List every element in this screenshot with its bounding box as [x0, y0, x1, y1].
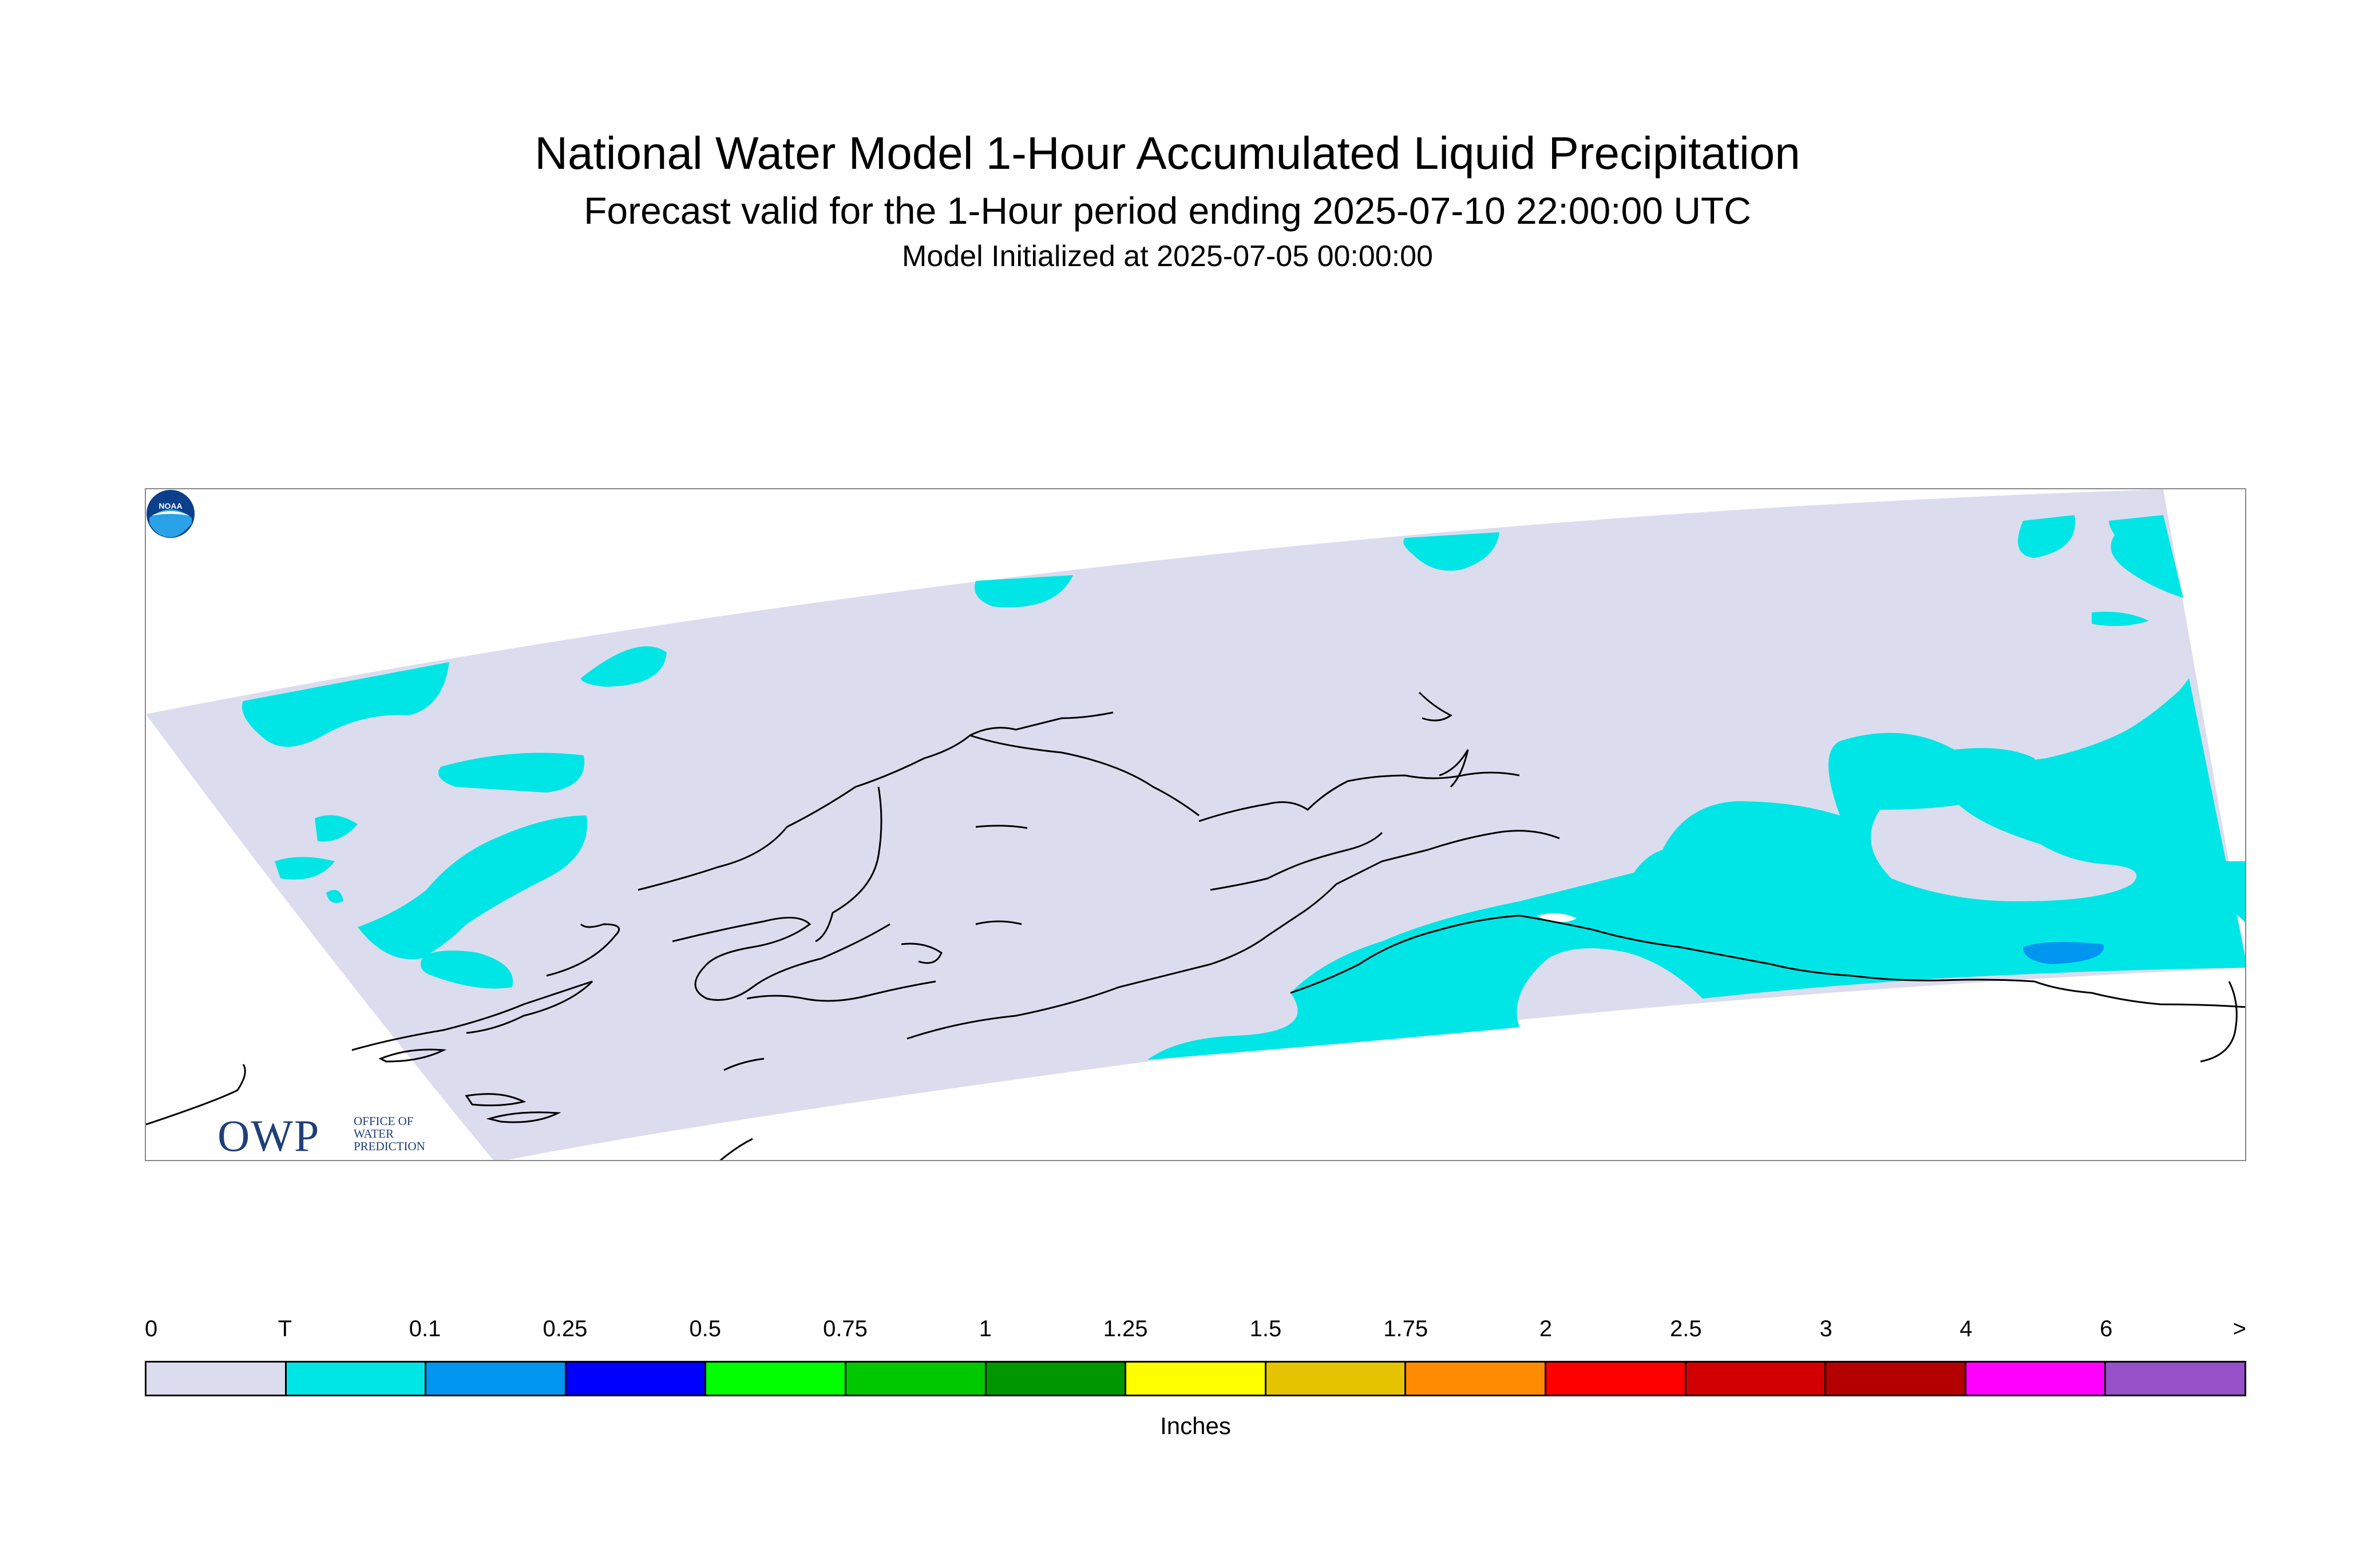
owp-logo: OWP OFFICE OF WATER PREDICTION [217, 1110, 425, 1161]
legend-color-cell [846, 1363, 987, 1395]
owp-logo-line: WATER [354, 1127, 394, 1141]
legend-tick-label: 3 [1819, 1316, 1832, 1341]
map-title: National Water Model 1-Hour Accumulated … [535, 128, 1800, 179]
light-precip-area [2023, 942, 2104, 964]
legend-color-cell [1686, 1363, 1827, 1395]
map-canvas [146, 489, 2245, 1160]
no-data-spot [1537, 913, 1577, 922]
legend-color-cell [286, 1363, 427, 1395]
legend-tick-label: 0.25 [543, 1316, 588, 1341]
legend-tick-label: > [2232, 1316, 2246, 1341]
owp-logo-line: PREDICTION [354, 1139, 425, 1153]
model-domain [146, 489, 2245, 1160]
noaa-logo: NOAA [147, 490, 195, 538]
legend-color-cell [426, 1363, 567, 1395]
legend-tick-label: 1 [979, 1316, 992, 1341]
coastlines [146, 691, 2245, 1160]
legend-tick-label: 1.25 [1103, 1316, 1148, 1341]
owp-logo-letters: OWP [217, 1111, 320, 1161]
legend-tick-label: 2.5 [1669, 1316, 1702, 1341]
legend-tick-label: T [278, 1316, 292, 1341]
model-init-time: Model Initialized at 2025-07-05 00:00:00 [902, 240, 1433, 273]
legend-tick-label: 1.75 [1383, 1316, 1428, 1341]
legend-color-cell [1126, 1363, 1266, 1395]
legend-color-cell [1266, 1363, 1407, 1395]
owp-logo-line: OFFICE OF [354, 1114, 414, 1128]
legend-tick-label: 1.5 [1249, 1316, 1282, 1341]
noaa-logo-text: NOAA [159, 501, 182, 510]
owp-logo-text: OFFICE OF WATER PREDICTION [354, 1115, 425, 1153]
legend-color-cell [1406, 1363, 1546, 1395]
legend-color-cell [1546, 1363, 1687, 1395]
legend-color-cell [2106, 1363, 2245, 1395]
legend-units: Inches [1160, 1412, 1231, 1439]
legend-tick-label: 0.75 [823, 1316, 868, 1341]
legend-color-cell [1826, 1363, 1966, 1395]
map-subtitle: Forecast valid for the 1-Hour period end… [584, 189, 1751, 232]
legend-color-cell [706, 1363, 846, 1395]
legend-color-cell [986, 1363, 1127, 1395]
legend-color-cell [566, 1363, 707, 1395]
legend-tick-label: 4 [1960, 1316, 1973, 1341]
legend-tick-label: 6 [2100, 1316, 2113, 1341]
legend-tick-label: 0.5 [689, 1316, 721, 1341]
legend-tick-label: 2 [1539, 1316, 1553, 1341]
legend-tick-label: 0.1 [409, 1316, 441, 1341]
legend-tick-label: 0 [145, 1316, 158, 1341]
precipitation-map: OWP OFFICE OF WATER PREDICTION NOAA [145, 488, 2246, 1161]
legend-color-cell [147, 1363, 287, 1395]
legend-color-cell [1966, 1363, 2107, 1395]
legend-colorbar [145, 1361, 2246, 1396]
trace-precip-areas [242, 515, 2245, 1060]
